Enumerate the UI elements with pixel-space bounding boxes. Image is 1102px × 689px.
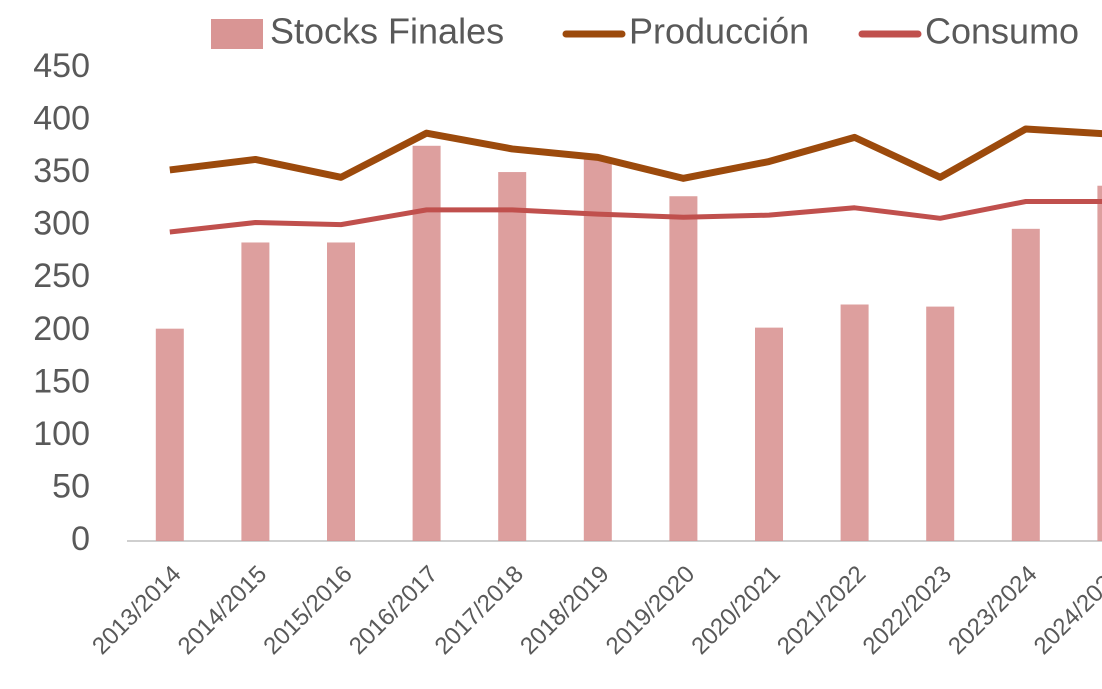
legend-label: Producción bbox=[629, 11, 809, 52]
bar bbox=[156, 329, 184, 541]
x-tick-label: 2013/2014 bbox=[87, 561, 186, 660]
y-tick-label: 350 bbox=[33, 152, 90, 190]
legend-label: Stocks Finales bbox=[270, 11, 504, 52]
x-tick-label: 2017/2018 bbox=[430, 561, 529, 660]
line bbox=[170, 129, 1102, 178]
x-tick-label: 2021/2022 bbox=[772, 561, 871, 660]
line bbox=[170, 201, 1102, 231]
bar bbox=[926, 307, 954, 541]
bar bbox=[669, 196, 697, 541]
x-tick-label: 2015/2016 bbox=[258, 561, 357, 660]
chart: 0 50 100 150 200 250 300 350 400 450 2013/20142014… bbox=[0, 0, 1102, 689]
legend-label: Consumo bbox=[925, 11, 1079, 52]
bar bbox=[241, 242, 269, 541]
bar bbox=[1097, 186, 1102, 541]
bar bbox=[327, 242, 355, 541]
bar bbox=[841, 305, 869, 542]
x-tick-label: 2016/2017 bbox=[344, 561, 443, 660]
bar bbox=[498, 172, 526, 541]
x-tick-label: 2023/2024 bbox=[943, 561, 1042, 660]
x-tick-label: 2014/2015 bbox=[173, 561, 272, 660]
x-tick-label: 2019/2020 bbox=[601, 561, 700, 660]
x-tick-label: 2022/2023 bbox=[858, 561, 957, 660]
y-tick-label: 50 bbox=[52, 467, 90, 505]
bar bbox=[755, 328, 783, 541]
y-tick-label: 250 bbox=[33, 257, 90, 295]
legend-swatch bbox=[211, 19, 263, 49]
x-tick-label: 2020/2021 bbox=[686, 561, 785, 660]
y-tick-label: 300 bbox=[33, 205, 90, 243]
y-tick-label: 100 bbox=[33, 415, 90, 453]
bar bbox=[413, 146, 441, 541]
y-tick-label: 450 bbox=[33, 47, 90, 85]
y-tick-label: 200 bbox=[33, 310, 90, 348]
x-tick-label: 2018/2019 bbox=[515, 561, 614, 660]
x-tick-label: 2024/2025 bbox=[1029, 561, 1102, 660]
bar bbox=[1012, 229, 1040, 541]
y-tick-label: 400 bbox=[33, 100, 90, 138]
y-tick-label: 150 bbox=[33, 362, 90, 400]
y-tick-label: 0 bbox=[71, 520, 90, 558]
